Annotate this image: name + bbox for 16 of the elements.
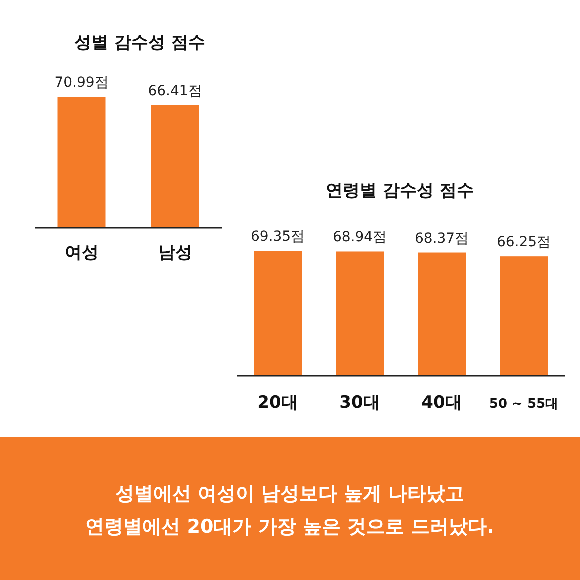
x-tick-label: 40대 [422, 393, 462, 413]
data-label: 68.94점 [332, 230, 388, 246]
data-label: 68.37점 [414, 230, 470, 247]
chart-title: 연령별 감수성 점수 [326, 181, 474, 201]
x-tick-label: 여성 [64, 243, 99, 263]
text: 성별에선 여성이 남성보다 높게 나타났고 [115, 483, 465, 505]
data-label: 70.99점 [54, 75, 109, 91]
data-label: 66.41점 [148, 83, 202, 100]
x-tick-label: 50 ~ 55대 [489, 397, 559, 412]
text: 연령별에선 20대가 가장 높은 것으로 드러났다. [86, 516, 494, 538]
x-tick-label: 남성 [158, 243, 192, 263]
data-label: 69.35점 [250, 229, 306, 245]
chart-title: 성별 감수성 점수 [74, 33, 206, 53]
data-label: 66.25점 [496, 234, 552, 251]
x-tick-label: 30대 [340, 393, 380, 413]
x-tick-label: 20대 [258, 393, 298, 413]
